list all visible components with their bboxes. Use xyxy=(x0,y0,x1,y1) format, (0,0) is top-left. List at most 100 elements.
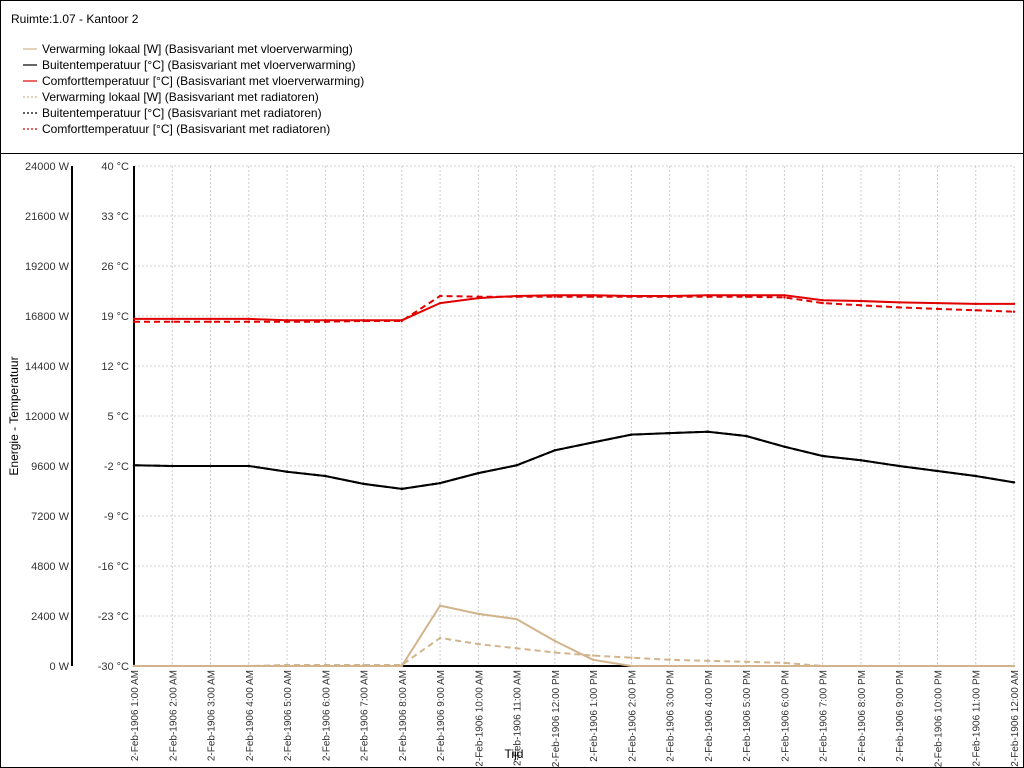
x-tick-label: 2-Feb-1906 9:00 AM xyxy=(436,670,447,761)
x-tick-label: 2-Feb-1906 5:00 PM xyxy=(742,670,753,762)
legend-swatch xyxy=(23,96,37,98)
y-left-tick-label: 14400 W xyxy=(25,361,70,373)
x-tick-label: 2-Feb-1906 1:00 AM xyxy=(130,670,141,761)
data-point xyxy=(859,299,863,303)
data-point xyxy=(974,309,977,312)
data-point xyxy=(821,299,824,302)
legend-item: Comforttemperatuur [°C] (Basisvariant me… xyxy=(23,121,364,137)
data-point xyxy=(362,319,365,323)
legend-label: Buitentemperatuur [°C] (Basisvariant met… xyxy=(42,106,322,120)
data-point xyxy=(247,464,250,468)
data-point xyxy=(898,664,901,668)
data-point xyxy=(706,295,710,298)
data-point xyxy=(477,471,480,475)
legend-label: Buitentemperatuur [°C] (Basisvariant met… xyxy=(42,58,356,72)
data-point xyxy=(553,449,557,452)
x-tick-label: 2-Feb-1906 11:00 AM xyxy=(513,670,524,766)
legend-item: Verwarming lokaal [W] (Basisvariant met … xyxy=(23,89,364,105)
data-point xyxy=(477,642,480,646)
legend-swatch xyxy=(23,112,37,114)
data-point xyxy=(285,320,289,323)
data-point xyxy=(438,604,442,607)
x-tick-label: 2-Feb-1906 12:00 AM xyxy=(1010,670,1021,767)
y-right-tick-label: 5 °C xyxy=(107,411,129,423)
data-point xyxy=(438,636,442,640)
data-point xyxy=(706,659,710,662)
data-point xyxy=(668,295,671,298)
data-point xyxy=(209,664,212,668)
data-point xyxy=(591,658,595,661)
legend-item: Verwarming lokaal [W] (Basisvariant met … xyxy=(23,41,364,57)
y-right-tick-label: 26 °C xyxy=(101,261,129,273)
y-left-tick-label: 12000 W xyxy=(25,411,70,423)
x-tick-label: 2-Feb-1906 4:00 AM xyxy=(245,670,256,761)
y-right-tick-label: 12 °C xyxy=(101,361,129,373)
x-tick-label: 2-Feb-1906 2:00 AM xyxy=(168,670,179,761)
data-point xyxy=(630,295,633,298)
data-point xyxy=(247,320,250,323)
data-point xyxy=(171,464,174,468)
legend-swatch xyxy=(23,128,37,130)
series-line xyxy=(133,430,1015,490)
data-point xyxy=(630,433,633,436)
x-tick-label: 2-Feb-1906 1:00 PM xyxy=(589,670,600,762)
series-line xyxy=(134,295,1015,323)
data-point xyxy=(247,664,250,668)
legend-swatch xyxy=(23,48,37,50)
data-point xyxy=(438,481,442,485)
data-point xyxy=(171,317,174,321)
data-point xyxy=(591,295,595,298)
data-point xyxy=(706,430,710,433)
x-tick-label: 2-Feb-1906 6:00 PM xyxy=(780,670,791,762)
data-point xyxy=(821,301,824,305)
data-point xyxy=(553,639,557,643)
data-point xyxy=(859,304,863,307)
y-right-tick-label: 40 °C xyxy=(101,161,129,173)
data-point xyxy=(936,664,939,668)
data-point xyxy=(132,317,136,321)
x-tick-label: 2-Feb-1906 8:00 PM xyxy=(857,670,868,762)
x-tick-label: 2-Feb-1906 7:00 AM xyxy=(360,670,371,761)
data-point xyxy=(706,664,710,668)
data-point xyxy=(285,470,289,473)
series-line xyxy=(134,604,1014,667)
data-point xyxy=(974,664,977,668)
legend-label: Verwarming lokaal [W] (Basisvariant met … xyxy=(42,42,353,56)
y-right-tick-label: 33 °C xyxy=(101,211,129,223)
data-point xyxy=(477,295,480,298)
series-1 xyxy=(132,430,1016,491)
data-point xyxy=(859,664,863,668)
data-point xyxy=(209,320,212,323)
legend-swatch xyxy=(23,80,37,82)
legend-item: Buitentemperatuur [°C] (Basisvariant met… xyxy=(23,57,364,73)
x-tick-label: 2-Feb-1906 10:00 PM xyxy=(933,670,944,767)
grid xyxy=(133,165,1015,667)
data-point xyxy=(744,295,748,298)
data-point xyxy=(630,656,633,659)
data-point xyxy=(821,664,824,668)
data-point xyxy=(553,295,557,298)
data-point xyxy=(668,431,671,435)
y-left-tick-label: 2400 W xyxy=(31,611,70,623)
data-point xyxy=(744,434,748,438)
data-point xyxy=(324,474,327,478)
data-point xyxy=(132,320,136,323)
y-right-tick-label: -9 °C xyxy=(104,511,129,523)
data-point xyxy=(591,654,595,657)
data-point xyxy=(247,317,250,321)
data-point xyxy=(974,474,977,478)
series-0 xyxy=(132,604,1016,668)
data-point xyxy=(553,651,557,654)
data-point xyxy=(859,459,863,462)
data-point xyxy=(744,660,748,664)
data-point xyxy=(936,469,939,473)
data-point xyxy=(783,661,786,665)
legend-label: Comforttemperatuur [°C] (Basisvariant me… xyxy=(42,74,365,88)
data-point xyxy=(744,664,748,668)
data-point xyxy=(1012,310,1016,313)
x-tick-label: 2-Feb-1906 4:00 PM xyxy=(704,670,715,762)
data-point xyxy=(362,482,365,486)
data-point xyxy=(898,301,901,304)
data-point xyxy=(936,301,939,305)
